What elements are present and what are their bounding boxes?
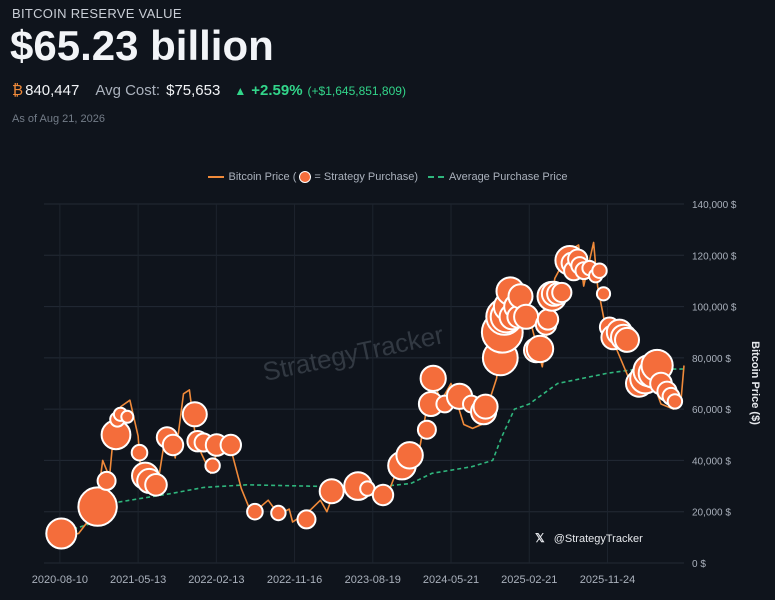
purchase-bubble: [144, 473, 168, 497]
purchase-bubble: [614, 326, 640, 353]
x-tick-label: 2023-08-19: [345, 574, 401, 586]
purchase-bubble: [419, 364, 447, 392]
legend-price-label: Bitcoin Price (: [228, 171, 297, 183]
purchase-bubbles: [45, 245, 684, 550]
purchase-bubble: [595, 286, 612, 302]
purchase-bubble: [318, 478, 345, 505]
purchase-bubble: [130, 443, 149, 462]
reserve-value: $65.23 billion: [10, 22, 274, 69]
x-tick-label: 2025-02-21: [501, 574, 557, 586]
btc-holdings: 840,447: [25, 82, 80, 99]
x-axis-ticks: 2020-08-10 2021-05-13 2022-02-13 2022-11-16…: [32, 574, 635, 586]
x-tick-label: 2021-05-13: [110, 574, 166, 586]
as-of-date: As of Aug 21, 2026: [12, 113, 105, 125]
y-tick-label: 80,000 $: [692, 354, 731, 365]
avg-cost-label: Avg Cost:: [95, 82, 161, 99]
purchase-bubble: [666, 393, 684, 410]
x-tick-label: 2020-08-10: [32, 574, 88, 586]
x-tick-label: 2022-02-13: [188, 574, 244, 586]
y-tick-label: 0 $: [692, 559, 706, 570]
chart-legend: Bitcoin Price ( = Strategy Purchase) Ave…: [0, 171, 775, 183]
x-icon: 𝕏: [535, 531, 545, 545]
y-tick-label: 140,000 $: [692, 200, 737, 211]
reserve-label: BITCOIN RESERVE VALUE: [12, 6, 182, 21]
purchase-bubble: [591, 262, 608, 279]
y-tick-label: 100,000 $: [692, 303, 737, 314]
purchase-bubble: [296, 509, 317, 530]
purchase-bubble: [96, 470, 117, 491]
change-absolute: (+$1,645,851,809): [307, 84, 406, 98]
stats-row: ₿ 840,447 Avg Cost: $75,653 ▲ +2.59% (+$…: [12, 82, 406, 99]
purchase-bubble: [161, 433, 185, 457]
bitcoin-icon: ₿: [12, 82, 24, 99]
purchase-bubble: [525, 334, 555, 364]
purchase-bubble: [77, 486, 118, 527]
y-tick-label: 60,000 $: [692, 405, 731, 416]
purchase-bubble: [371, 483, 395, 507]
price-line-swatch: [207, 176, 224, 178]
purchase-bubble: [513, 303, 540, 330]
up-arrow-icon: ▲: [234, 84, 247, 98]
legend-avg-label: Average Purchase Price: [449, 171, 568, 183]
purchase-bubble: [536, 308, 560, 331]
legend-purchase-label: = Strategy Purchase): [314, 171, 419, 183]
purchase-bubble: [181, 401, 208, 428]
x-tick-label: 2025-11-24: [580, 574, 635, 586]
avg-purchase-line: [59, 368, 685, 535]
change-percent: +2.59%: [251, 82, 303, 99]
purchase-bubble: [45, 517, 78, 550]
purchase-bubble-swatch: [299, 171, 312, 183]
purchase-bubble: [270, 504, 287, 522]
purchase-bubble: [120, 409, 135, 424]
credit: 𝕏 @StrategyTracker: [535, 531, 643, 545]
purchase-bubble: [204, 457, 221, 474]
purchase-bubble: [395, 441, 424, 470]
avg-cost-value: $75,653: [166, 82, 221, 99]
y-axis-label: Bitcoin Price ($): [749, 341, 761, 425]
x-tick-label: 2024-05-21: [423, 574, 479, 586]
purchase-bubble: [246, 502, 264, 521]
y-tick-label: 40,000 $: [692, 456, 731, 467]
y-tick-label: 120,000 $: [692, 251, 737, 262]
y-axis-ticks: 0 $ 20,000 $ 40,000 $ 60,000 $ 80,000 $ 100,0…: [692, 200, 737, 570]
purchase-bubble: [551, 281, 573, 304]
credit-handle: @StrategyTracker: [553, 533, 643, 545]
purchase-bubble: [219, 433, 243, 457]
purchase-bubble: [472, 393, 499, 420]
y-tick-label: 20,000 $: [692, 508, 731, 519]
avg-line-swatch: [428, 176, 445, 178]
purchase-bubble: [416, 419, 437, 440]
x-tick-label: 2022-11-16: [267, 574, 322, 586]
watermark-text: StrategyTracker: [260, 319, 447, 387]
